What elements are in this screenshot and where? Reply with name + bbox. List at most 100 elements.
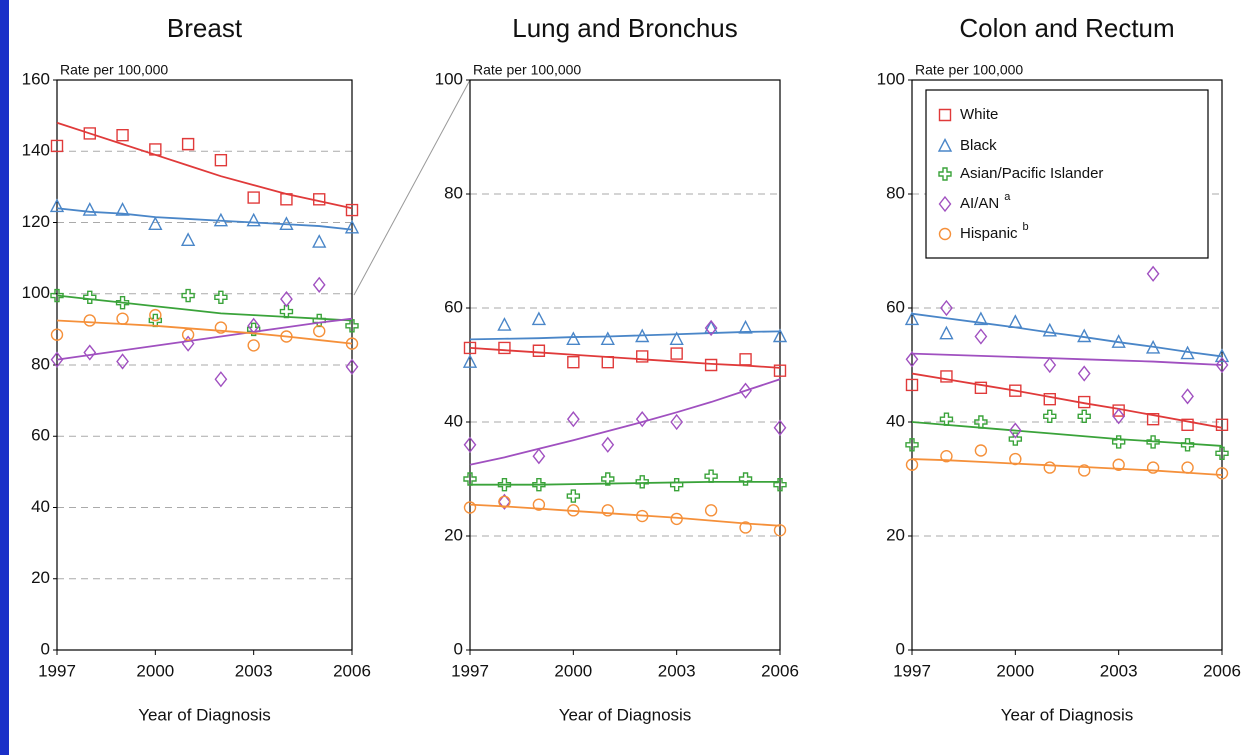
data-point bbox=[1008, 432, 1023, 446]
data-point bbox=[213, 212, 229, 227]
data-point bbox=[739, 353, 752, 366]
data-point bbox=[773, 524, 787, 537]
data-point bbox=[1111, 334, 1126, 348]
data-point bbox=[214, 153, 228, 167]
y-tick-label: 20 bbox=[444, 525, 463, 544]
trend-line bbox=[911, 372, 1223, 429]
legend-label: Hispanic bbox=[960, 225, 1018, 242]
y-tick-label: 100 bbox=[435, 69, 463, 88]
data-point bbox=[463, 501, 477, 514]
data-point bbox=[312, 234, 327, 248]
legend-marker bbox=[938, 227, 952, 241]
data-point bbox=[247, 191, 260, 204]
data-point bbox=[566, 411, 580, 428]
legend-marker bbox=[938, 108, 952, 122]
data-point bbox=[974, 381, 988, 394]
x-tick-label: 2006 bbox=[1203, 661, 1241, 680]
y-tick-label: 60 bbox=[31, 426, 50, 445]
data-point bbox=[738, 472, 753, 486]
data-point bbox=[462, 354, 478, 368]
legend-marker bbox=[938, 167, 952, 181]
data-point bbox=[670, 347, 683, 360]
data-point bbox=[1146, 412, 1160, 426]
data-point bbox=[1077, 328, 1092, 343]
y-tick-label: 100 bbox=[877, 69, 905, 88]
data-point bbox=[601, 504, 614, 517]
data-point bbox=[116, 312, 129, 325]
data-point bbox=[148, 216, 163, 230]
x-tick-label: 1997 bbox=[451, 661, 489, 680]
data-point bbox=[181, 137, 195, 151]
y-tick-label: 120 bbox=[22, 212, 50, 231]
data-point bbox=[280, 290, 293, 308]
x-axis-label: Year of Diagnosis bbox=[559, 705, 692, 724]
data-point bbox=[115, 202, 130, 216]
x-tick-label: 2000 bbox=[136, 661, 174, 680]
data-point bbox=[1215, 418, 1229, 432]
data-point bbox=[498, 495, 511, 508]
data-point bbox=[1146, 461, 1160, 474]
data-point bbox=[773, 364, 787, 377]
data-point bbox=[973, 311, 989, 326]
y-tick-label: 0 bbox=[41, 639, 50, 658]
data-point bbox=[738, 319, 753, 334]
trend-line bbox=[469, 330, 781, 341]
data-point bbox=[1111, 435, 1126, 449]
y-tick-label: 140 bbox=[22, 141, 50, 160]
legend-marker bbox=[937, 137, 953, 152]
data-point bbox=[532, 344, 546, 357]
data-point bbox=[1145, 339, 1161, 354]
data-point bbox=[279, 304, 294, 319]
y-tick-label: 0 bbox=[454, 639, 463, 658]
trend-line bbox=[56, 319, 353, 345]
data-point bbox=[1008, 422, 1022, 439]
y-tick-label: 60 bbox=[444, 297, 463, 316]
data-point bbox=[1042, 322, 1057, 337]
y-tick-label: 20 bbox=[886, 525, 905, 544]
data-point bbox=[313, 193, 326, 206]
data-point bbox=[704, 469, 718, 483]
data-point bbox=[532, 498, 546, 511]
data-point bbox=[83, 314, 96, 327]
data-point bbox=[1077, 409, 1091, 423]
y-tick-label: 60 bbox=[886, 297, 905, 316]
x-tick-label: 1997 bbox=[38, 661, 76, 680]
data-point bbox=[181, 288, 195, 303]
data-point bbox=[345, 203, 359, 217]
chart-title: Lung and Bronchus bbox=[512, 13, 738, 43]
trend-line bbox=[56, 294, 353, 322]
chart-title: Colon and Rectum bbox=[959, 13, 1174, 43]
y-tick-label: 160 bbox=[22, 69, 50, 88]
legend-label: Black bbox=[960, 137, 997, 154]
x-tick-label: 2000 bbox=[554, 661, 592, 680]
trend-line bbox=[911, 458, 1223, 476]
data-point bbox=[601, 436, 615, 453]
data-point bbox=[669, 478, 684, 492]
data-point bbox=[670, 413, 684, 431]
legend-marker bbox=[938, 195, 952, 213]
x-tick-label: 2003 bbox=[1100, 661, 1138, 680]
data-point bbox=[149, 143, 162, 156]
data-point bbox=[939, 412, 954, 426]
data-point bbox=[345, 337, 359, 350]
data-point bbox=[905, 378, 919, 392]
x-tick-label: 2003 bbox=[235, 661, 273, 680]
data-point bbox=[498, 341, 511, 355]
legend-label: White bbox=[960, 106, 998, 123]
trend-line bbox=[470, 480, 780, 486]
data-point bbox=[601, 472, 615, 486]
data-point bbox=[1008, 314, 1023, 328]
legend-note: b bbox=[1023, 221, 1029, 233]
data-point bbox=[532, 478, 546, 492]
trend-line bbox=[469, 347, 781, 369]
data-point bbox=[180, 232, 196, 247]
data-point bbox=[1215, 356, 1229, 374]
data-point bbox=[566, 489, 581, 503]
data-point bbox=[773, 419, 787, 436]
data-point bbox=[974, 328, 988, 345]
trend-line bbox=[469, 503, 781, 527]
y-tick-label: 0 bbox=[896, 639, 905, 658]
data-point bbox=[344, 219, 360, 234]
trend-line bbox=[911, 352, 1223, 366]
data-point bbox=[181, 328, 195, 341]
